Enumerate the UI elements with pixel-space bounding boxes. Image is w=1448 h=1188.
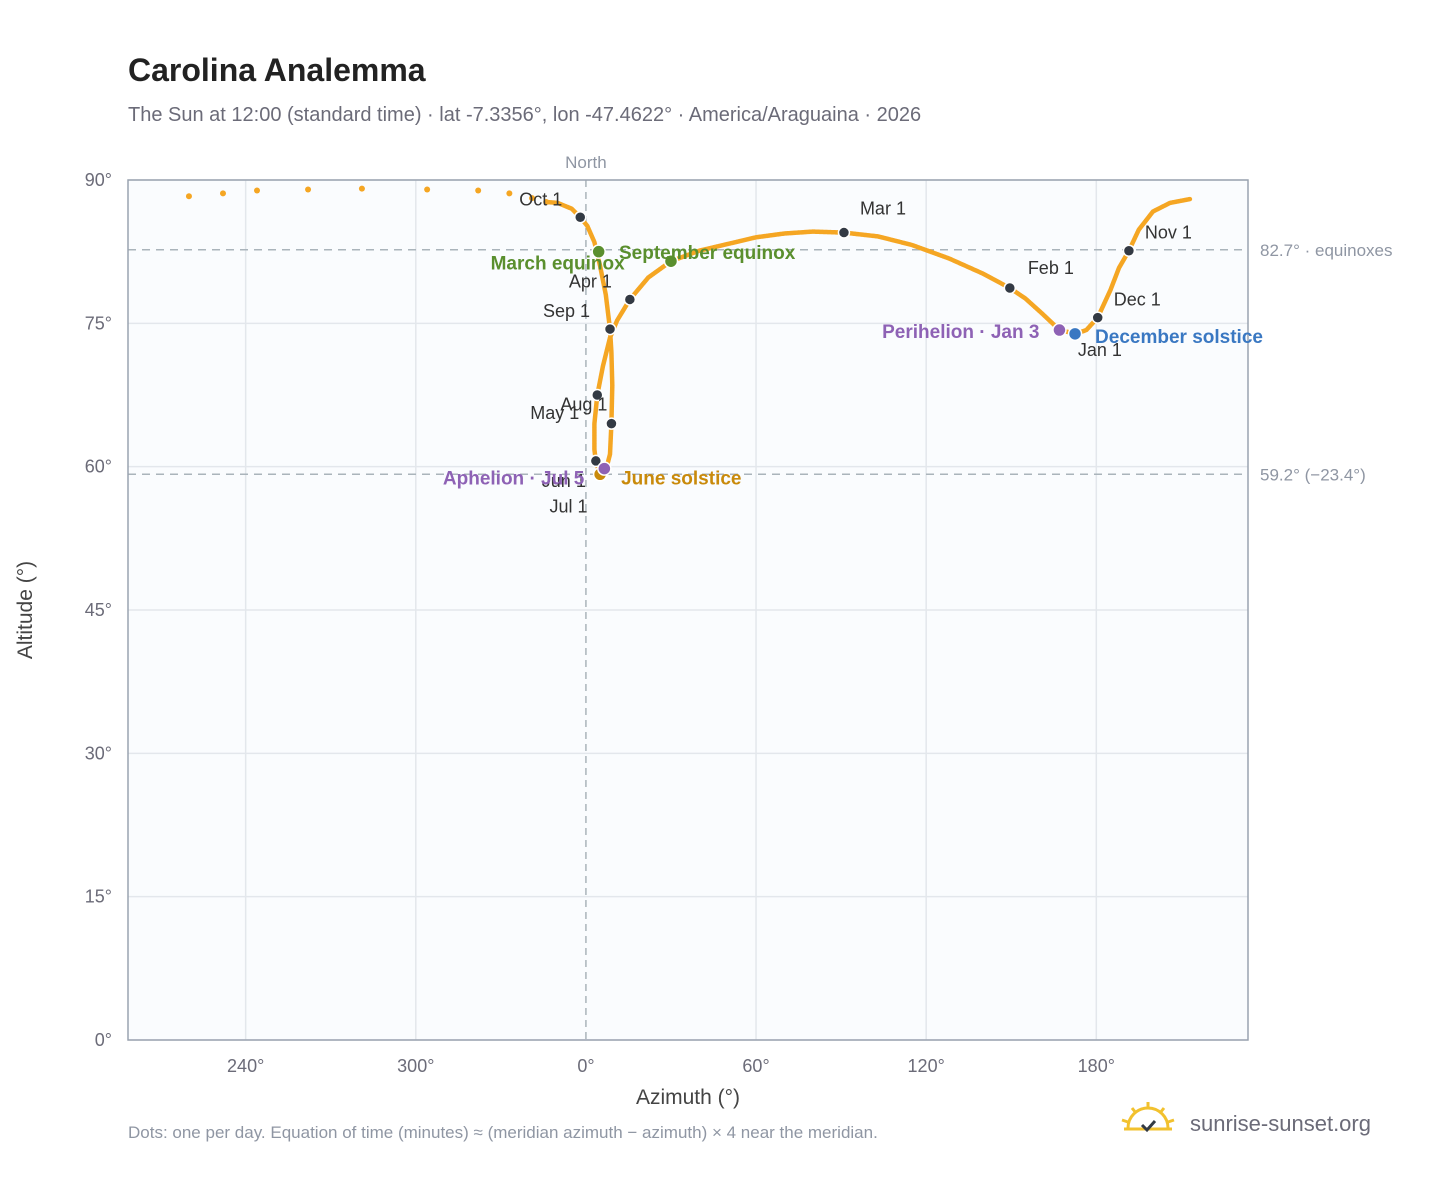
- event-label: March equinox: [491, 254, 626, 275]
- plot-frame: [127, 179, 1249, 1041]
- north-label: North: [565, 153, 607, 172]
- month-label: Apr 1: [569, 271, 612, 291]
- x-tick-label: 240°: [227, 1056, 264, 1076]
- x-tick-label: 180°: [1078, 1056, 1115, 1076]
- y-tick-label: 0°: [95, 1030, 112, 1050]
- daily-dot: [475, 187, 482, 194]
- event-label: December solstice: [1095, 327, 1263, 348]
- x-tick-label: 120°: [908, 1056, 945, 1076]
- month-label: Mar 1: [860, 199, 906, 219]
- month-marker: [591, 388, 604, 402]
- event-marker: [1067, 326, 1083, 342]
- daily-dot: [254, 187, 261, 194]
- event-label: Perihelion · Jan 3: [882, 322, 1039, 343]
- event-marker: [663, 253, 679, 269]
- y-axis-title: Altitude (°): [14, 561, 37, 659]
- analemma-path-east: [1073, 196, 1193, 337]
- month-label: Dec 1: [1114, 290, 1161, 310]
- month-marker: [1003, 281, 1017, 295]
- month-marker: [574, 211, 587, 224]
- y-tick-label: 60°: [85, 457, 112, 477]
- month-marker: [603, 322, 617, 336]
- month-label: Jul 1: [549, 496, 587, 516]
- event-label: Aphelion · Jul 5: [443, 469, 585, 490]
- y-tick-label: 45°: [85, 600, 112, 620]
- month-label: Aug 1: [560, 395, 607, 415]
- daily-dot: [219, 190, 226, 197]
- chart-footnote: Dots: one per day. Equation of time (min…: [128, 1123, 878, 1142]
- month-marker: [623, 293, 637, 306]
- y-tick-label: 90°: [85, 170, 112, 190]
- event-marker: [591, 244, 606, 259]
- month-label: May 1: [530, 403, 579, 423]
- y-tick-label: 30°: [85, 743, 112, 763]
- month-label: Jun 1: [542, 471, 586, 491]
- x-tick-label: 60°: [742, 1056, 769, 1076]
- event-label: September equinox: [619, 243, 796, 264]
- month-label: Sep 1: [543, 301, 590, 321]
- x-axis-title: Azimuth (°): [636, 1086, 740, 1109]
- brand[interactable]: sunrise-sunset.org: [1120, 1100, 1400, 1146]
- daily-dot: [529, 195, 536, 202]
- event-marker: [1052, 322, 1067, 338]
- month-marker: [589, 454, 603, 468]
- y-tick-label: 75°: [85, 313, 112, 333]
- daily-dot: [358, 185, 365, 192]
- daily-dot: [424, 186, 431, 193]
- daily-dot: [305, 186, 312, 193]
- reference-line-label: 82.7° · equinoxes: [1260, 241, 1393, 260]
- chart-subtitle: The Sun at 12:00 (standard time) · lat -…: [128, 104, 922, 126]
- event-label: June solstice: [621, 468, 741, 489]
- sun-check-icon: [1121, 1102, 1175, 1133]
- daily-dot: [185, 193, 192, 200]
- y-tick-label: 15°: [85, 887, 112, 907]
- month-marker: [605, 417, 618, 430]
- reference-line-label: 59.2° (−23.4°): [1260, 465, 1366, 484]
- month-marker: [1091, 311, 1104, 324]
- month-marker: [1122, 244, 1136, 257]
- event-marker: [597, 461, 612, 476]
- x-tick-label: 0°: [577, 1056, 594, 1076]
- month-marker: [837, 226, 851, 239]
- daily-dot: [506, 190, 513, 197]
- month-label: Feb 1: [1028, 258, 1074, 278]
- month-label: Jan 1: [1078, 340, 1122, 360]
- chart-title: Carolina Analemma: [128, 52, 426, 88]
- x-tick-label: 300°: [397, 1056, 434, 1076]
- analemma-path: [543, 199, 1079, 478]
- daily-dot: [543, 198, 550, 205]
- month-label: Oct 1: [519, 189, 562, 209]
- brand-name: sunrise-sunset.org: [1190, 1111, 1371, 1136]
- month-label: Nov 1: [1145, 223, 1192, 243]
